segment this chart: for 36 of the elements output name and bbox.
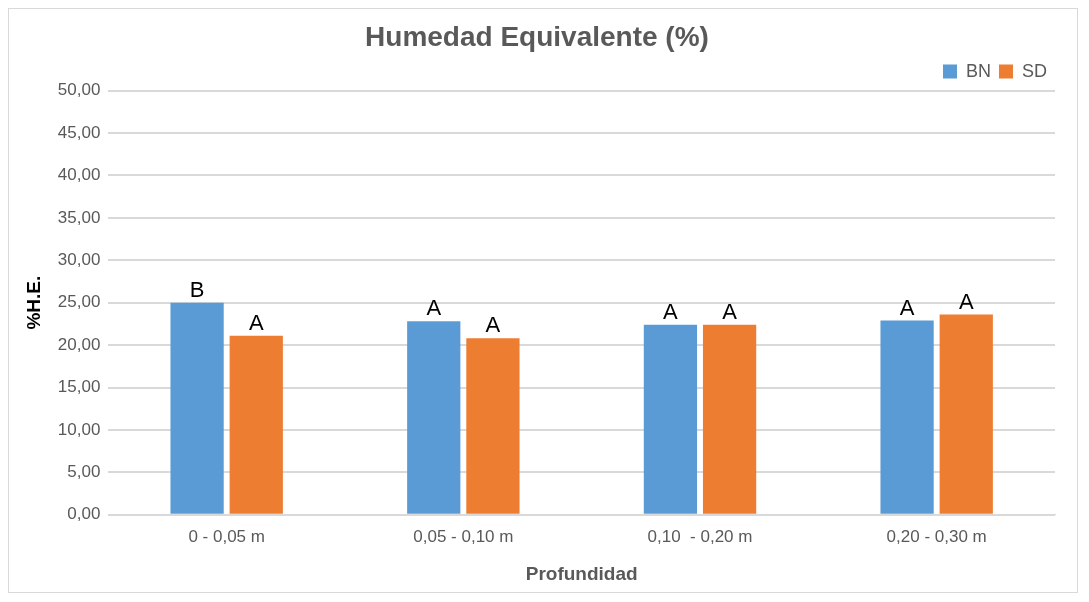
x-tick-label: 0 - 0,05 m: [188, 526, 265, 546]
bar: [466, 338, 520, 514]
y-tick-label: 45,00: [57, 122, 101, 142]
x-tick-label: 0,05 - 0,10 m: [413, 526, 514, 546]
y-tick-label: 15,00: [57, 377, 101, 397]
y-tick-label: 35,00: [57, 207, 101, 227]
chart-title: Humedad Equivalente (%): [365, 20, 709, 52]
bar: [702, 324, 757, 514]
y-tick-label: 5,00: [67, 462, 101, 482]
bar: [229, 335, 283, 514]
y-tick-label: 25,00: [57, 292, 101, 312]
legend-label: SD: [1022, 60, 1048, 81]
y-tick-label: 40,00: [57, 165, 101, 185]
legend-label: BN: [965, 60, 992, 81]
y-axis-title: %H.E.: [22, 275, 44, 330]
y-tick-label: 20,00: [57, 334, 101, 354]
annotation: A: [485, 312, 501, 338]
y-tick-label: 30,00: [57, 249, 101, 269]
x-tick-label: 0,10 - 0,20 m: [647, 526, 753, 546]
bar: [880, 320, 934, 514]
x-tick-label: 0,20 - 0,30 m: [886, 526, 987, 546]
annotation: A: [248, 309, 264, 335]
annotation: A: [722, 298, 738, 324]
bar: [939, 314, 993, 514]
y-tick-label: 50,00: [57, 80, 101, 100]
annotation: A: [958, 288, 974, 314]
annotation: A: [663, 298, 679, 324]
y-tick-label: 0,00: [67, 504, 101, 524]
annotation: A: [426, 295, 442, 321]
bar: [170, 302, 224, 514]
y-tick-label: 10,00: [57, 419, 101, 439]
annotation: B: [189, 276, 205, 302]
bar: [407, 321, 461, 514]
bar: [643, 324, 698, 514]
x-axis-title: Profundidad: [525, 562, 638, 584]
annotation: A: [899, 294, 915, 320]
